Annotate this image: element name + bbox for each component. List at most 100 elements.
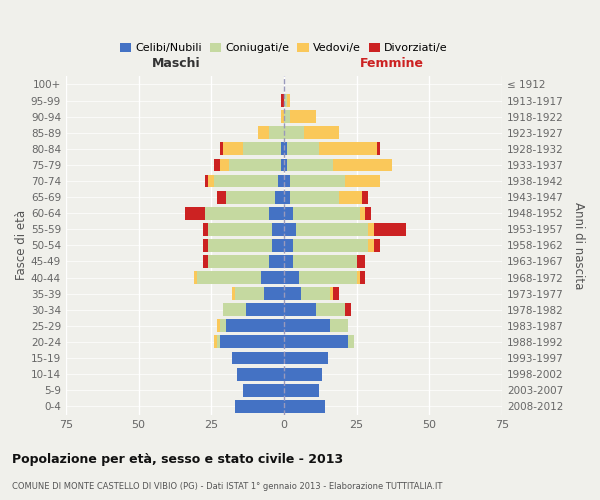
Bar <box>284 304 316 316</box>
Bar <box>296 223 368 235</box>
Bar <box>214 174 278 188</box>
Bar <box>232 287 235 300</box>
Bar <box>220 158 229 172</box>
Bar <box>284 174 290 188</box>
Bar <box>284 368 322 380</box>
Bar <box>287 158 334 172</box>
Bar <box>345 304 351 316</box>
Bar <box>362 190 368 203</box>
Bar <box>220 320 226 332</box>
Bar <box>284 158 287 172</box>
Bar <box>269 255 284 268</box>
Text: COMUNE DI MONTE CASTELLO DI VIBIO (PG) - Dati ISTAT 1° gennaio 2013 - Elaborazio: COMUNE DI MONTE CASTELLO DI VIBIO (PG) -… <box>12 482 442 491</box>
Bar <box>287 94 290 107</box>
Bar <box>217 190 226 203</box>
Legend: Celibi/Nubili, Coniugati/e, Vedovi/e, Divorziati/e: Celibi/Nubili, Coniugati/e, Vedovi/e, Di… <box>118 40 450 56</box>
Bar <box>284 207 293 220</box>
Bar <box>269 207 284 220</box>
Bar <box>269 126 284 139</box>
Bar <box>217 336 220 348</box>
Bar <box>226 320 284 332</box>
Bar <box>235 400 284 412</box>
Bar <box>208 239 272 252</box>
Bar <box>220 142 223 156</box>
Bar <box>185 207 205 220</box>
Bar <box>258 126 269 139</box>
Bar <box>293 255 356 268</box>
Bar <box>281 110 284 123</box>
Bar <box>220 336 284 348</box>
Bar <box>284 190 290 203</box>
Bar <box>284 255 293 268</box>
Bar <box>203 239 208 252</box>
Bar <box>284 223 296 235</box>
Bar <box>334 158 392 172</box>
Bar <box>205 207 269 220</box>
Bar <box>368 239 374 252</box>
Bar <box>232 352 284 364</box>
Bar <box>214 158 220 172</box>
Bar <box>334 287 339 300</box>
Bar <box>194 271 197 284</box>
Bar <box>365 207 371 220</box>
Bar <box>284 320 331 332</box>
Bar <box>278 174 284 188</box>
Bar <box>235 287 263 300</box>
Bar <box>284 110 290 123</box>
Bar <box>359 207 365 220</box>
Bar <box>217 320 220 332</box>
Bar <box>229 158 281 172</box>
Bar <box>316 304 345 316</box>
Bar <box>246 304 284 316</box>
Y-axis label: Anni di nascita: Anni di nascita <box>572 202 585 289</box>
Text: Maschi: Maschi <box>152 57 200 70</box>
Bar <box>377 142 380 156</box>
Bar <box>203 223 208 235</box>
Bar <box>293 239 368 252</box>
Bar <box>263 287 284 300</box>
Bar <box>374 239 380 252</box>
Bar <box>284 142 287 156</box>
Bar <box>284 287 301 300</box>
Bar <box>319 142 377 156</box>
Bar <box>208 255 269 268</box>
Bar <box>293 207 359 220</box>
Bar <box>368 223 374 235</box>
Bar <box>281 142 284 156</box>
Bar <box>301 287 331 300</box>
Bar <box>339 190 362 203</box>
Bar <box>284 94 287 107</box>
Bar <box>272 223 284 235</box>
Bar <box>205 174 208 188</box>
Bar <box>226 190 275 203</box>
Bar <box>345 174 380 188</box>
Bar <box>374 223 406 235</box>
Bar <box>304 126 339 139</box>
Bar <box>275 190 284 203</box>
Bar <box>197 271 261 284</box>
Bar <box>281 158 284 172</box>
Bar <box>331 287 334 300</box>
Bar <box>203 255 208 268</box>
Bar <box>284 384 319 396</box>
Bar <box>284 126 304 139</box>
Bar <box>243 384 284 396</box>
Bar <box>356 271 359 284</box>
Bar <box>284 336 348 348</box>
Bar <box>214 336 217 348</box>
Bar <box>287 142 319 156</box>
Bar <box>261 271 284 284</box>
Bar <box>284 271 299 284</box>
Text: Popolazione per età, sesso e stato civile - 2013: Popolazione per età, sesso e stato civil… <box>12 452 343 466</box>
Bar <box>348 336 354 348</box>
Bar <box>208 223 272 235</box>
Bar <box>243 142 281 156</box>
Bar <box>356 255 365 268</box>
Bar <box>299 271 356 284</box>
Bar <box>238 368 284 380</box>
Bar <box>284 352 328 364</box>
Bar <box>223 142 243 156</box>
Bar <box>331 320 348 332</box>
Bar <box>272 239 284 252</box>
Y-axis label: Fasce di età: Fasce di età <box>15 210 28 280</box>
